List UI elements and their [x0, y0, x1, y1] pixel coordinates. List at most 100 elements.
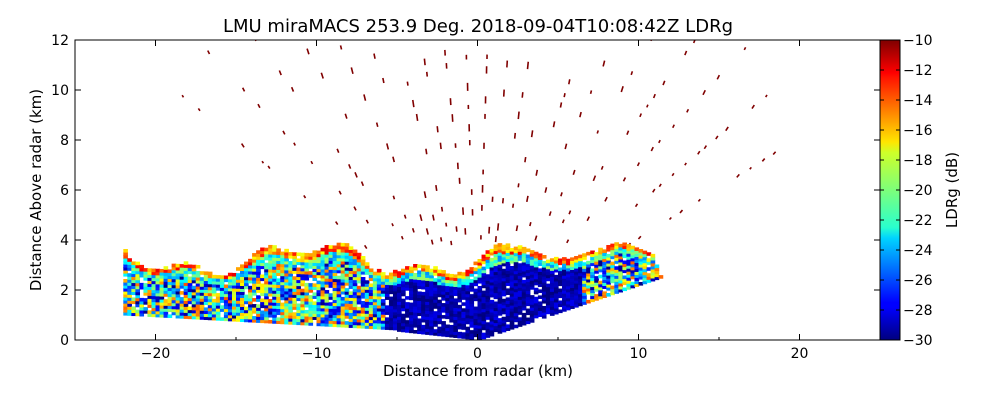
cloud-cell [388, 320, 394, 325]
cloud-cell [397, 316, 402, 320]
cloud-cell [521, 261, 527, 266]
cloud-cell [477, 319, 483, 323]
cloud-cell [513, 288, 519, 293]
cloud-cell [380, 275, 386, 279]
cloud-cell [566, 303, 571, 308]
cloud-cell [316, 295, 322, 300]
noise-gate [697, 198, 701, 202]
cloud-cell [586, 287, 591, 292]
cloud-cell [570, 278, 575, 282]
cloud-cell [179, 303, 185, 307]
cloud-cell [485, 256, 491, 260]
cloud-cell [638, 273, 644, 277]
cloud-cell [453, 316, 458, 320]
cloud-cell [481, 335, 487, 340]
cloud-cell [521, 249, 527, 254]
cloud-cell [123, 252, 128, 256]
cloud-cell [340, 314, 346, 319]
cloud-cell [276, 305, 281, 309]
cloud-cell [549, 261, 555, 265]
cloud-cell [380, 305, 386, 309]
cloud-cell [481, 311, 487, 316]
cloud-cell [240, 270, 245, 274]
cloud-cell [650, 277, 656, 282]
cloud-cell [437, 272, 442, 277]
cloud-cell [509, 314, 515, 318]
cloud-cell [610, 288, 615, 293]
cloud-cell [348, 270, 354, 274]
cloud-cell [392, 287, 398, 292]
x-tick-label: 10 [630, 346, 648, 362]
cloud-cell [187, 315, 193, 320]
cloud-cell [360, 259, 366, 263]
cloud-cell [425, 286, 430, 290]
cloud-cell [509, 323, 515, 327]
cloud-cell [320, 250, 326, 255]
cloud-cell [513, 282, 519, 287]
cloud-cell [485, 301, 491, 305]
cloud-cell [397, 295, 402, 299]
cloud-cell [356, 258, 362, 263]
cloud-cell [558, 270, 563, 275]
y-axis-label: Distance Above radar (km) [27, 89, 45, 291]
cloud-cell [368, 286, 374, 291]
cloud-cell [292, 297, 297, 301]
cloud-cell [421, 270, 426, 275]
cloud-cell [223, 311, 229, 316]
cloud-cell [316, 310, 322, 315]
cloud-cell [505, 288, 511, 292]
cloud-cell [320, 280, 326, 285]
cloud-cell [421, 279, 426, 284]
cloud-cell [465, 332, 471, 337]
cloud-cell [344, 258, 350, 262]
cloud-cell [566, 264, 571, 269]
cloud-cell [606, 257, 611, 261]
cloud-cell [469, 294, 475, 298]
cloud-cell [610, 246, 615, 251]
cloud-cell [586, 278, 591, 283]
cloud-cell [203, 271, 209, 276]
cloud-cell [392, 314, 398, 319]
cloud-cell [405, 269, 410, 273]
cloud-cell [304, 321, 310, 326]
cloud-cell [606, 278, 611, 282]
cloud-cell [352, 252, 358, 257]
cloud-cell [308, 316, 314, 320]
cloud-cell [280, 302, 285, 307]
noise-gate [386, 143, 390, 150]
cloud-cell [159, 298, 165, 303]
cloud-cell [429, 319, 434, 324]
cloud-cell [276, 299, 281, 303]
cloud-cell [328, 266, 334, 270]
cloud-cell [477, 310, 483, 314]
cloud-cell [537, 256, 543, 260]
noise-gate [761, 158, 766, 162]
cloud-cell [409, 293, 414, 298]
cloud-cell [195, 285, 201, 290]
cloud-cell [582, 280, 587, 284]
cloud-cell [123, 300, 128, 304]
cloud-cell [256, 319, 261, 323]
cloud-cell [525, 269, 531, 274]
cloud-cell [566, 297, 571, 302]
cloud-cell [316, 265, 322, 270]
cloud-cell [517, 320, 523, 324]
cloud-cell [553, 289, 559, 294]
cloud-cell [380, 299, 386, 303]
cloud-cell [586, 269, 591, 274]
cloud-cell [562, 275, 567, 279]
cloud-cell [256, 274, 261, 278]
cloud-cell [344, 312, 350, 316]
cloud-cell [493, 250, 499, 255]
cloud-cell [288, 255, 293, 259]
cloud-cell [449, 282, 454, 287]
cloud-cell [352, 312, 358, 317]
cloud-cell [493, 283, 499, 288]
cloud-cell [340, 275, 346, 280]
cloud-cell [356, 312, 362, 317]
cloud-cell [268, 244, 273, 249]
cloud-cell [123, 255, 128, 259]
cloud-cell [493, 280, 499, 285]
cloud-cell [316, 301, 322, 306]
cloud-cell [509, 308, 515, 312]
